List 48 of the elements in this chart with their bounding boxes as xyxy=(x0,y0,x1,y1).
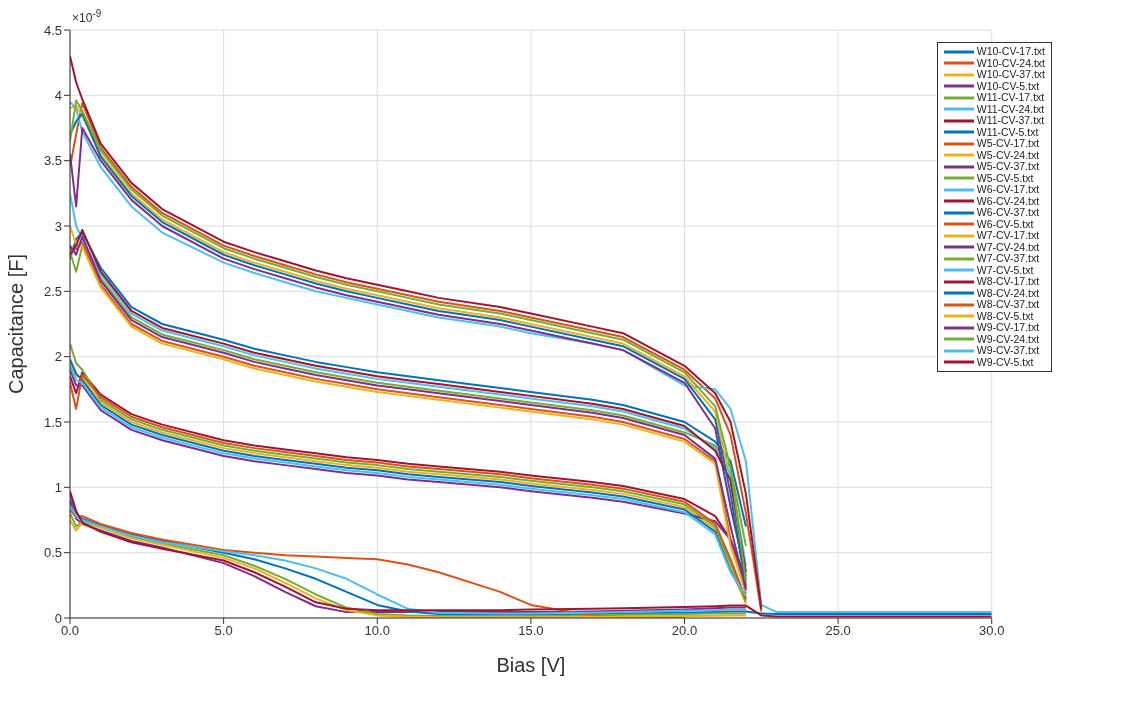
legend-label: W6-CV-17.txt xyxy=(976,183,1040,196)
legend-label: W6-CV-24.txt xyxy=(976,194,1040,207)
x-tick-label: 15.0 xyxy=(518,623,544,639)
legend-label: W7-CV-17.txt xyxy=(976,229,1040,242)
y-tick-label: 1 xyxy=(54,479,62,495)
y-tick-label: 3 xyxy=(54,218,62,234)
legend-label: W9-CV-5.txt xyxy=(976,355,1034,368)
y-tick-label: 1.5 xyxy=(43,414,62,430)
legend-label: W11-CV-24.txt xyxy=(976,102,1045,115)
legend-label: W9-CV-17.txt xyxy=(976,321,1040,334)
legend-label: W11-CV-37.txt xyxy=(976,114,1045,127)
legend-label: W11-CV-5.txt xyxy=(976,125,1039,138)
y-tick-label: 3.5 xyxy=(43,153,62,169)
legend-label: W5-CV-37.txt xyxy=(976,160,1040,173)
y-axis-title: Capacitance [F] xyxy=(5,253,28,395)
x-tick-label: 20.0 xyxy=(671,623,698,639)
y-tick-label: 4 xyxy=(54,87,62,103)
x-axis-title: Bias [V] xyxy=(496,654,566,676)
legend-label: W9-CV-37.txt xyxy=(976,344,1040,357)
legend-label: W8-CV-37.txt xyxy=(976,298,1040,311)
legend-label: W7-CV-37.txt xyxy=(976,252,1040,265)
y-tick-label: 4.5 xyxy=(43,22,62,38)
legend-label: W8-CV-24.txt xyxy=(976,286,1040,299)
legend-label: W10-CV-37.txt xyxy=(976,68,1045,81)
x-tick-label: 10.0 xyxy=(364,623,390,639)
legend-label: W10-CV-24.txt xyxy=(976,56,1045,69)
legend-label: W8-CV-5.txt xyxy=(976,309,1034,322)
y-tick-label: 0.5 xyxy=(43,545,62,561)
legend-label: W6-CV-37.txt xyxy=(976,206,1040,219)
legend-label: W6-CV-5.txt xyxy=(976,217,1034,230)
x-tick-label: 25.0 xyxy=(825,623,851,639)
legend-label: W7-CV-24.txt xyxy=(976,240,1040,253)
legend-label: W7-CV-5.txt xyxy=(976,263,1034,276)
legend-label: W11-CV-17.txt xyxy=(976,91,1045,104)
legend-label: W5-CV-17.txt xyxy=(976,137,1040,150)
legend-label: W5-CV-5.txt xyxy=(976,171,1034,184)
text: ×10$^{-9}$ xyxy=(72,8,102,25)
legend-label: W8-CV-17.txt xyxy=(976,275,1040,288)
x-tick-label: 30.0 xyxy=(979,623,1005,639)
x-tick-label: 5.0 xyxy=(214,623,233,639)
legend-label: W10-CV-5.txt xyxy=(976,79,1040,92)
y-tick-label: 2 xyxy=(54,349,62,365)
legend-label: W5-CV-24.txt xyxy=(976,148,1040,161)
x-tick-label: 0.0 xyxy=(60,623,80,639)
legend-label: W10-CV-17.txt xyxy=(976,45,1045,58)
y-tick-label: 0 xyxy=(54,610,62,626)
legend-label: W9-CV-24.txt xyxy=(976,332,1040,345)
y-tick-label: 2.5 xyxy=(43,283,62,299)
